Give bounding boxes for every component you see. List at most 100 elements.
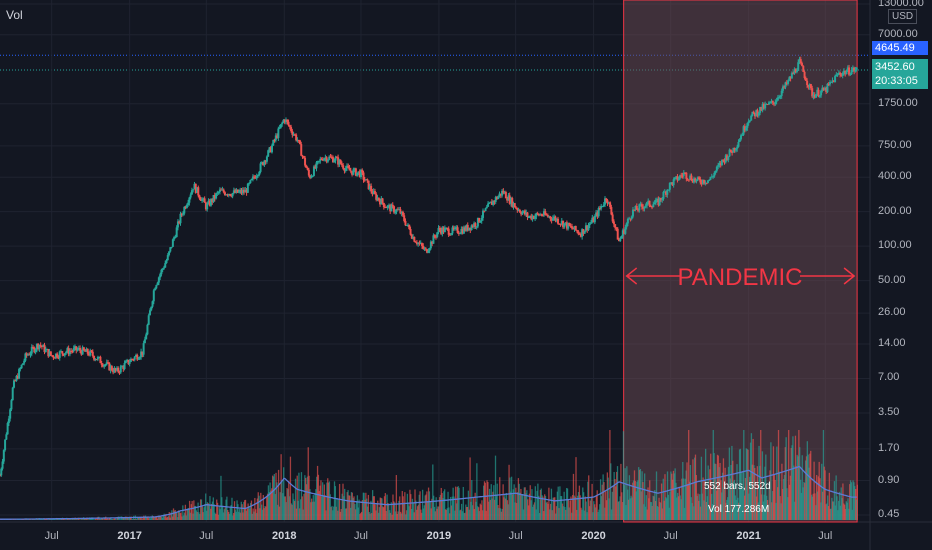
candle-body bbox=[297, 139, 300, 141]
volume-bar bbox=[444, 509, 447, 520]
volume-bar bbox=[546, 501, 548, 520]
candle-body bbox=[357, 171, 360, 173]
candle-body bbox=[690, 175, 693, 181]
volume-bar bbox=[364, 499, 366, 520]
candle-body bbox=[544, 211, 547, 215]
candle-body bbox=[586, 225, 589, 230]
volume-bar bbox=[842, 483, 844, 520]
candle-body bbox=[199, 198, 202, 201]
volume-bar bbox=[464, 512, 466, 520]
volume-bar bbox=[70, 519, 72, 520]
volume-bar bbox=[607, 477, 609, 520]
currency-label[interactable]: USD bbox=[888, 9, 918, 24]
volume-bar bbox=[413, 512, 415, 520]
volume-bar bbox=[824, 470, 826, 520]
candle-body bbox=[405, 224, 408, 226]
volume-bar bbox=[837, 510, 839, 520]
volume-bar bbox=[492, 491, 494, 520]
volume-bar bbox=[305, 484, 308, 520]
volume-bar bbox=[321, 496, 323, 520]
volume-bar bbox=[195, 510, 198, 520]
volume-bar bbox=[578, 485, 581, 520]
volume-bar bbox=[849, 484, 851, 520]
volume-bar bbox=[568, 507, 570, 520]
volume-bar bbox=[633, 470, 636, 520]
candle-body bbox=[456, 227, 459, 233]
candle-body bbox=[321, 159, 324, 161]
volume-bar bbox=[621, 502, 624, 520]
volume-bar bbox=[599, 479, 602, 520]
candle-body bbox=[75, 346, 78, 351]
candle-body bbox=[687, 179, 690, 181]
volume-bar bbox=[373, 496, 375, 520]
candle-body bbox=[24, 353, 27, 361]
candle-body bbox=[668, 182, 671, 190]
candle-body bbox=[260, 162, 263, 164]
volume-bar bbox=[507, 504, 509, 520]
volume-bar bbox=[484, 482, 486, 520]
volume-bar bbox=[429, 502, 431, 520]
volume-bar bbox=[421, 489, 424, 520]
candle-body bbox=[382, 202, 385, 208]
volume-indicator-label[interactable]: Vol bbox=[6, 8, 23, 22]
candle-body bbox=[32, 346, 35, 348]
volume-bar bbox=[638, 467, 640, 520]
candle-body bbox=[28, 354, 31, 356]
volume-bar bbox=[649, 501, 652, 520]
volume-bar bbox=[459, 510, 461, 520]
volume-bar bbox=[522, 509, 525, 520]
volume-bar bbox=[304, 475, 306, 520]
volume-bar bbox=[693, 506, 695, 520]
volume-bar bbox=[212, 497, 214, 520]
volume-bar bbox=[382, 506, 384, 520]
volume-bar bbox=[424, 495, 426, 520]
candle-body bbox=[671, 182, 674, 186]
candle-body bbox=[306, 167, 309, 170]
volume-bar bbox=[129, 517, 131, 520]
candle-body bbox=[30, 346, 33, 354]
candle-body bbox=[11, 387, 14, 401]
volume-bar bbox=[437, 506, 439, 520]
candle-body bbox=[817, 89, 820, 97]
volume-bar bbox=[135, 519, 137, 520]
volume-bar bbox=[453, 496, 455, 520]
volume-bar bbox=[694, 454, 697, 520]
candle-body bbox=[259, 163, 262, 172]
candle-body bbox=[337, 157, 340, 165]
volume-bar bbox=[228, 513, 231, 520]
volume-bar bbox=[644, 506, 647, 520]
volume-bar bbox=[84, 518, 87, 520]
candle-body bbox=[692, 178, 695, 183]
volume-bar bbox=[100, 518, 103, 520]
volume-bar bbox=[560, 496, 563, 520]
volume-bar bbox=[482, 485, 485, 520]
candle-body bbox=[408, 224, 411, 230]
candle-body bbox=[121, 366, 124, 368]
volume-bar bbox=[785, 437, 787, 520]
volume-bar bbox=[188, 507, 190, 520]
volume-bar bbox=[491, 498, 493, 520]
candle-body bbox=[826, 83, 829, 93]
volume-bar bbox=[529, 485, 531, 520]
volume-bar bbox=[46, 518, 48, 520]
volume-bar bbox=[223, 509, 226, 520]
volume-bar bbox=[684, 478, 686, 520]
volume-bar bbox=[404, 492, 406, 520]
volume-bar bbox=[688, 430, 690, 520]
candle-body bbox=[853, 67, 856, 72]
volume-bar bbox=[565, 509, 567, 520]
candle-body bbox=[291, 131, 294, 135]
candle-body bbox=[517, 209, 520, 211]
volume-bar bbox=[856, 484, 858, 520]
y-tick-label: 0.90 bbox=[878, 473, 900, 486]
volume-bar bbox=[330, 507, 332, 520]
volume-bar bbox=[244, 500, 246, 520]
volume-bar bbox=[345, 508, 348, 520]
candle-body bbox=[5, 434, 8, 440]
volume-bar bbox=[679, 495, 681, 520]
volume-bar bbox=[714, 463, 716, 520]
volume-bar bbox=[682, 478, 685, 520]
volume-bar bbox=[434, 511, 436, 520]
volume-bar bbox=[703, 500, 705, 520]
